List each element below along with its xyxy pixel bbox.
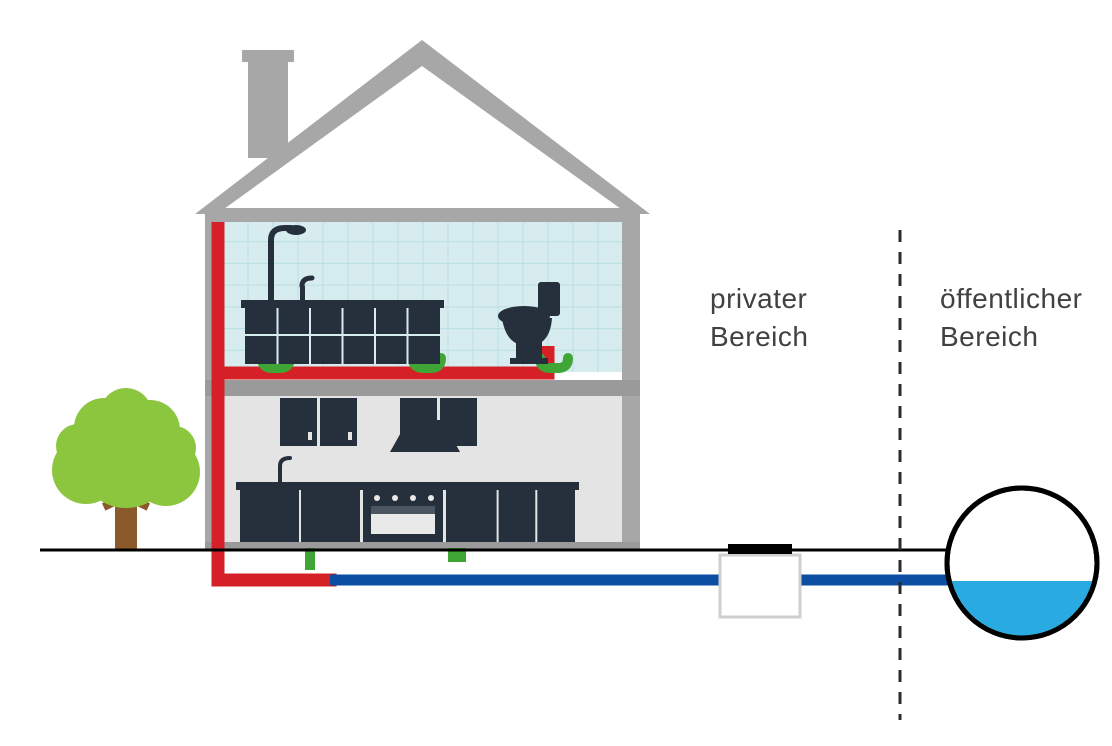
sewer-main — [947, 488, 1097, 731]
blue-pipe — [330, 575, 960, 586]
diagram-svg — [0, 0, 1112, 746]
range-hood — [415, 398, 435, 420]
public-line2: Bereich — [940, 321, 1038, 352]
private-area-label: privater Bereich — [710, 280, 808, 356]
public-area-label: öffentlicher Bereich — [940, 280, 1082, 356]
diagram-canvas: privater Bereich öffentlicher Bereich — [0, 0, 1112, 746]
manhole-cover — [728, 544, 792, 554]
private-line1: privater — [710, 283, 807, 314]
house — [195, 40, 650, 550]
private-line2: Bereich — [710, 321, 808, 352]
sewer-water — [947, 581, 1097, 731]
public-line1: öffentlicher — [940, 283, 1082, 314]
chimney — [248, 60, 288, 158]
inspection-chamber — [720, 555, 800, 617]
tree-trunk — [115, 502, 137, 550]
tree-canopy — [52, 388, 200, 508]
